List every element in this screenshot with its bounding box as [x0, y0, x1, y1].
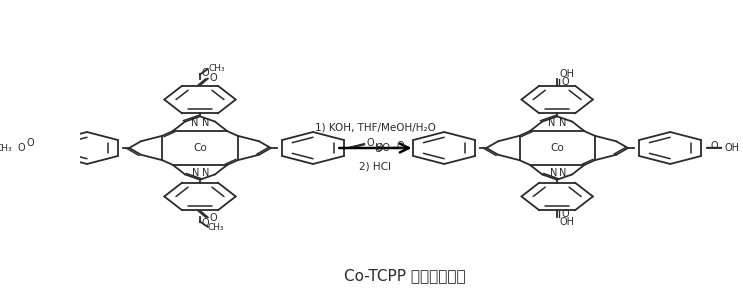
Text: O: O [710, 141, 718, 151]
Text: –: – [376, 146, 381, 156]
Text: Co: Co [551, 143, 564, 153]
Text: OH: OH [724, 143, 740, 153]
Text: O: O [202, 68, 210, 78]
Text: CH₃: CH₃ [208, 223, 224, 232]
Text: O: O [202, 218, 210, 228]
Text: N: N [559, 168, 566, 178]
Text: CH₃: CH₃ [209, 64, 225, 73]
Text: Co-TCPP 的合成示意图: Co-TCPP 的合成示意图 [344, 268, 465, 283]
Text: N: N [559, 118, 566, 128]
Text: N: N [192, 168, 200, 178]
Text: OH: OH [559, 217, 574, 227]
Text: N: N [191, 118, 198, 128]
Text: O: O [561, 209, 568, 219]
Text: O: O [210, 213, 218, 223]
Text: HO: HO [374, 143, 389, 153]
Text: N: N [548, 118, 556, 128]
Text: O: O [396, 141, 404, 151]
Text: O: O [366, 138, 374, 148]
Text: O: O [375, 143, 383, 153]
Text: Co: Co [193, 143, 207, 153]
Text: 1) KOH, THF/MeOH/H₂O: 1) KOH, THF/MeOH/H₂O [315, 122, 436, 132]
Text: N: N [550, 168, 557, 178]
Text: O: O [210, 73, 218, 83]
Text: N: N [201, 168, 209, 178]
Text: N: N [201, 118, 209, 128]
Text: O: O [17, 143, 25, 153]
Text: CH₃: CH₃ [0, 144, 12, 152]
Text: OH: OH [559, 69, 574, 79]
Text: O: O [561, 77, 568, 87]
Text: 2) HCl: 2) HCl [360, 162, 392, 172]
Text: O: O [26, 138, 33, 148]
